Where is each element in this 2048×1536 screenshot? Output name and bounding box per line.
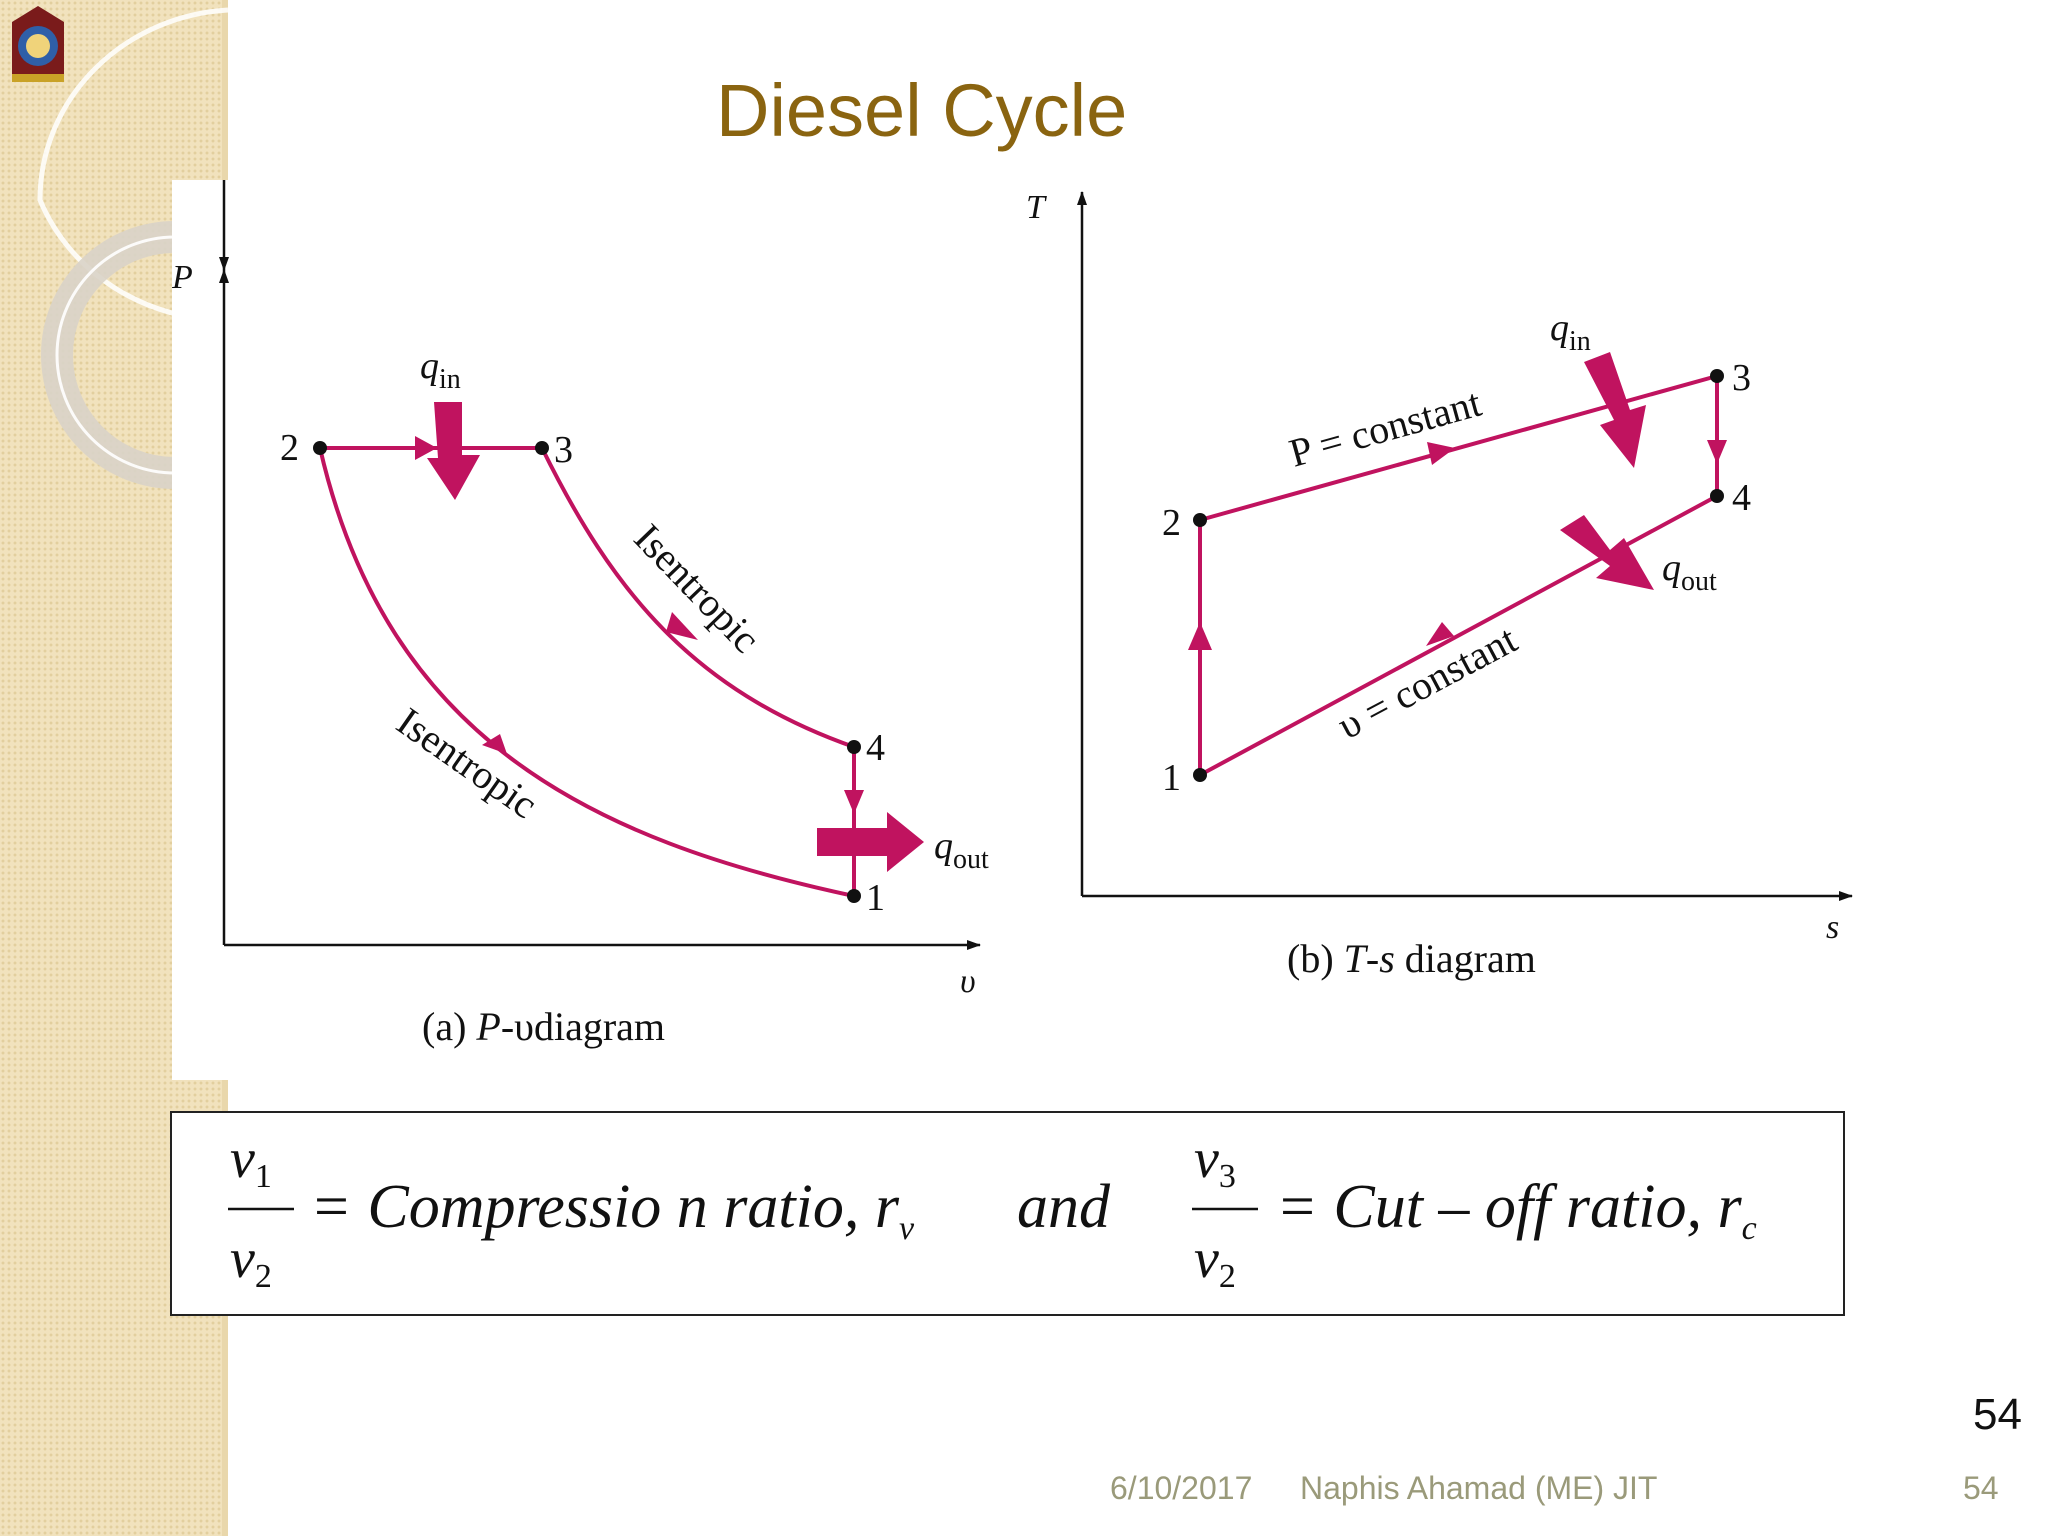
pv-process-3-4 (540, 447, 855, 749)
ts-point-4 (1710, 489, 1724, 503)
cutoff-numerator: v3 (1194, 1128, 1236, 1195)
pv-diagram: P υ 2 3 4 1 qin qout Isentropic Isentrop… (172, 180, 989, 1049)
formula-connector: and (1017, 1173, 1111, 1241)
ratio-formula: v1 v2 = Compressio n ratio, rv and v3 v2… (228, 1128, 1757, 1295)
pv-direction-arrow-3-4 (666, 612, 698, 640)
ts-process-2-3 (1199, 374, 1718, 522)
ts-constant-pressure-label: P = constant (1284, 380, 1485, 476)
pv-point-1 (847, 889, 861, 903)
ts-direction-arrow-4-1 (1426, 622, 1454, 646)
pv-direction-arrow-4-1 (844, 790, 864, 814)
ts-process-4-1 (1199, 494, 1718, 777)
compression-ratio-text: = Compressio n ratio, rv (310, 1173, 915, 1247)
pv-axis-x-label: υ (960, 963, 976, 1000)
slide-title: Diesel Cycle (716, 69, 1128, 152)
ts-q-in-label: qin (1550, 307, 1591, 357)
ts-q-out-label: qout (1662, 547, 1717, 597)
cutoff-denominator: v2 (1194, 1228, 1236, 1295)
pv-heat-in-arrow (427, 402, 480, 500)
compression-numerator: v1 (230, 1128, 272, 1195)
ts-heat-in-arrow (1584, 352, 1646, 468)
pv-direction-arrow-2-3 (415, 436, 437, 460)
ts-direction-arrow-2-3 (1427, 442, 1455, 465)
pv-axis-y-label: P (172, 259, 193, 296)
pv-label-point-1: 1 (866, 877, 885, 919)
pv-caption: (a) P-υdiagram (422, 1004, 665, 1049)
footer-author: Naphis Ahamad (ME) JIT (1300, 1470, 1658, 1506)
ts-direction-arrow-3-4 (1707, 440, 1727, 464)
pv-heat-out-arrow (817, 812, 924, 872)
ts-heat-out-arrow (1560, 515, 1654, 590)
pv-label-point-2: 2 (280, 427, 299, 469)
pv-point-4 (847, 740, 861, 754)
ts-axis-x-label: s (1826, 909, 1839, 946)
pv-label-point-3: 3 (554, 429, 573, 471)
ts-point-2 (1193, 513, 1207, 527)
ts-label-point-2: 2 (1162, 502, 1181, 544)
pv-point-3 (535, 441, 549, 455)
institution-logo (12, 6, 64, 82)
pv-q-out-label: qout (934, 825, 989, 875)
ts-point-1 (1193, 768, 1207, 782)
ts-label-point-1: 1 (1162, 757, 1181, 799)
cutoff-ratio-text: = Cut – off ratio, rc (1276, 1173, 1757, 1247)
pv-direction-arrow-1-2 (482, 734, 507, 754)
ts-axis-y-label: T (1026, 189, 1047, 226)
ts-point-3 (1710, 369, 1724, 383)
compression-denominator: v2 (230, 1228, 272, 1295)
ts-label-point-4: 4 (1732, 477, 1751, 519)
ts-caption: (b) T-s diagram (1287, 936, 1536, 981)
ts-diagram: T s 2 3 4 1 qin qout P = constant (1026, 189, 1853, 981)
ts-constant-volume-label: υ = constant (1330, 616, 1524, 748)
pv-compression-label: Isentropic (389, 699, 546, 828)
cycle-diagrams-svg: P υ 2 3 4 1 qin qout Isentropic Isentrop… (172, 180, 1853, 1049)
pv-process-1-2 (318, 447, 855, 898)
pv-point-2 (313, 441, 327, 455)
ts-direction-arrow-1-2 (1188, 622, 1212, 650)
ts-label-point-3: 3 (1732, 357, 1751, 399)
cycle-diagrams: P υ 2 3 4 1 qin qout Isentropic Isentrop… (172, 180, 1862, 1080)
ratio-formula-box: v1 v2 = Compressio n ratio, rv and v3 v2… (170, 1111, 1845, 1316)
pv-q-in-label: qin (420, 345, 461, 395)
footer-page-number: 54 (1963, 1470, 1999, 1506)
slide-page-number: 54 (1973, 1390, 2022, 1439)
footer-date: 6/10/2017 (1110, 1470, 1253, 1506)
pv-label-point-4: 4 (866, 727, 885, 769)
